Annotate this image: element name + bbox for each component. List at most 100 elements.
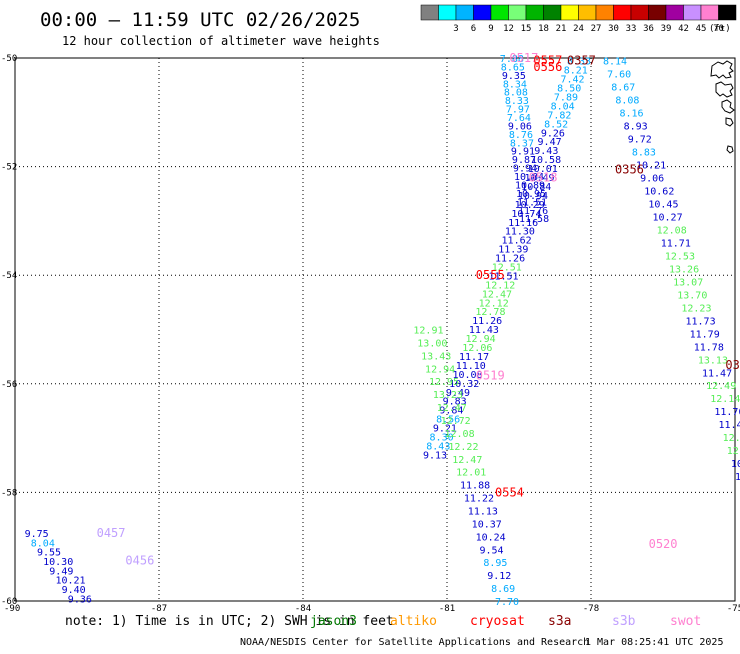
longitude-tick-label: -78	[583, 604, 599, 614]
colorbar-tick-label: 18	[538, 24, 549, 34]
coastline-path	[726, 118, 733, 126]
wave-height-value: 8.16	[620, 109, 644, 120]
wave-height-value: 9.13	[423, 450, 447, 461]
longitude-tick-labels: -87-84-81-78-75	[151, 604, 740, 614]
wave-height-value: 8.08	[615, 96, 639, 107]
wave-height-value: 12.91	[413, 326, 443, 337]
coastline-path	[722, 100, 734, 113]
colorbar-swatch	[701, 5, 719, 20]
colorbar-tick-label: 6	[471, 24, 476, 34]
latitude-tick-label: -52	[1, 163, 17, 173]
wave-height-value: 8.83	[632, 148, 656, 159]
coastline-path	[711, 61, 733, 78]
page-title: 00:00 – 11:59 UTC 02/26/2025	[40, 9, 360, 31]
corner-label: -90	[4, 604, 20, 614]
wave-height-value: 8.67	[611, 83, 635, 94]
colorbar-tick-label: 12	[503, 24, 514, 34]
colorbar-swatch	[649, 5, 667, 20]
pass-time-label: 0556	[533, 60, 562, 74]
colorbar-tick-label: 9	[488, 24, 493, 34]
colorbar-swatch	[456, 5, 474, 20]
wave-height-value: 13.43	[421, 351, 451, 362]
colorbar-swatch	[509, 5, 527, 20]
pass-time-label: 0357	[567, 54, 596, 68]
coastline-islands	[711, 61, 734, 153]
colorbar-tick-label: 15	[521, 24, 532, 34]
pass-time-label: 0457	[97, 526, 126, 540]
wave-height-value: 7.70	[495, 597, 519, 608]
latitude-tick-label: -54	[1, 271, 17, 281]
colorbar-swatch	[596, 5, 614, 20]
wave-height-value: 11.13	[468, 507, 498, 518]
wave-height-value: 7.60	[607, 70, 631, 81]
wave-height-value: 10.62	[644, 187, 674, 198]
pass-time-label: 0519	[476, 369, 505, 383]
wave-height-value: 8.69	[491, 584, 515, 595]
colorbar-tick-label: 30	[608, 24, 619, 34]
wave-height-value: 11.	[735, 472, 740, 483]
wave-height-value: 12.72	[441, 416, 471, 427]
track-track-c: 8.147.608.678.088.168.939.728.8310.219.0…	[603, 57, 740, 483]
pass-time-label: 0355	[725, 358, 740, 372]
satellite-legend-jason3: jason3	[310, 614, 357, 629]
wave-height-value: 11.79	[690, 329, 720, 340]
wave-height-value: 12.47	[437, 403, 467, 414]
colorbar-swatch	[439, 5, 457, 20]
wave-height-value: 10.45	[648, 200, 678, 211]
colorbar-tick-label: 27	[591, 24, 602, 34]
wave-height-value: 13.23	[433, 390, 463, 401]
credit-text: NOAA/NESDIS Center for Satellite Applica…	[240, 637, 589, 648]
wave-height-value: 13.26	[669, 264, 699, 275]
coastline-path	[727, 146, 733, 153]
wave-height-value: 10.27	[653, 212, 683, 223]
wave-height-value: 9.72	[628, 135, 652, 146]
wave-height-tracks: 7.888.659.358.348.088.337.977.649.068.76…	[25, 54, 740, 608]
wave-height-value: 11.71	[661, 238, 691, 249]
wave-height-value: 10.7	[731, 459, 740, 470]
colorbar-swatch	[614, 5, 632, 20]
wave-height-value: 11.22	[464, 494, 494, 505]
colorbar-tick-label: 36	[643, 24, 654, 34]
wave-height-value: 12.14	[710, 394, 740, 405]
longitude-tick-label: -87	[151, 604, 167, 614]
pass-time-label: 0456	[125, 553, 154, 567]
colorbar-swatch	[544, 5, 562, 20]
wave-height-value: 9.54	[479, 545, 503, 556]
colorbar-unit: (ft)	[709, 24, 731, 34]
wave-height-value: 12.53	[665, 251, 695, 262]
pass-time-label: 0518	[529, 170, 558, 184]
map-plot-area: -87-84-81-78-75 -50-52-54-56-58-60 -90 7…	[1, 51, 740, 614]
pass-time-label: 0554	[495, 485, 524, 499]
wave-height-value: 8.14	[603, 57, 627, 68]
colorbar-tick-label: 39	[661, 24, 672, 34]
wave-height-value: 11.70	[714, 407, 740, 418]
wave-height-value: 10.24	[476, 532, 506, 543]
wave-height-value: 11.73	[686, 316, 716, 327]
colorbar-tick-label: 3	[453, 24, 458, 34]
longitude-tick-label: -84	[295, 604, 311, 614]
pass-time-label: 0520	[649, 537, 678, 551]
colorbar-swatch	[526, 5, 544, 20]
latitude-tick-label: -56	[1, 380, 17, 390]
wave-height-value: 11.88	[460, 481, 490, 492]
coastline-path	[716, 82, 733, 97]
wave-height-value: 8.93	[624, 122, 648, 133]
wave-height-value: 8.95	[483, 558, 507, 569]
wave-height-value: 9.12	[487, 571, 511, 582]
colorbar-tick-label: 42	[678, 24, 689, 34]
colorbar-swatch	[579, 5, 597, 20]
colorbar-swatch	[666, 5, 684, 20]
satellite-legend-s3a: s3a	[548, 614, 571, 629]
wave-height-value: 12.22	[448, 442, 478, 453]
latitude-tick-label: -50	[1, 54, 17, 64]
timestamp-text: 1 Mar 08:25:41 UTC 2025	[585, 637, 723, 648]
wave-height-value: 13.07	[673, 277, 703, 288]
wave-height-value: 12.16	[723, 433, 740, 444]
wave-height-value: 13.00	[417, 338, 447, 349]
colorbar-swatch	[719, 5, 737, 20]
satellite-legend-cryosat: cryosat	[470, 614, 525, 629]
wave-height-value: 12.47	[452, 455, 482, 466]
colorbar-swatch	[491, 5, 509, 20]
